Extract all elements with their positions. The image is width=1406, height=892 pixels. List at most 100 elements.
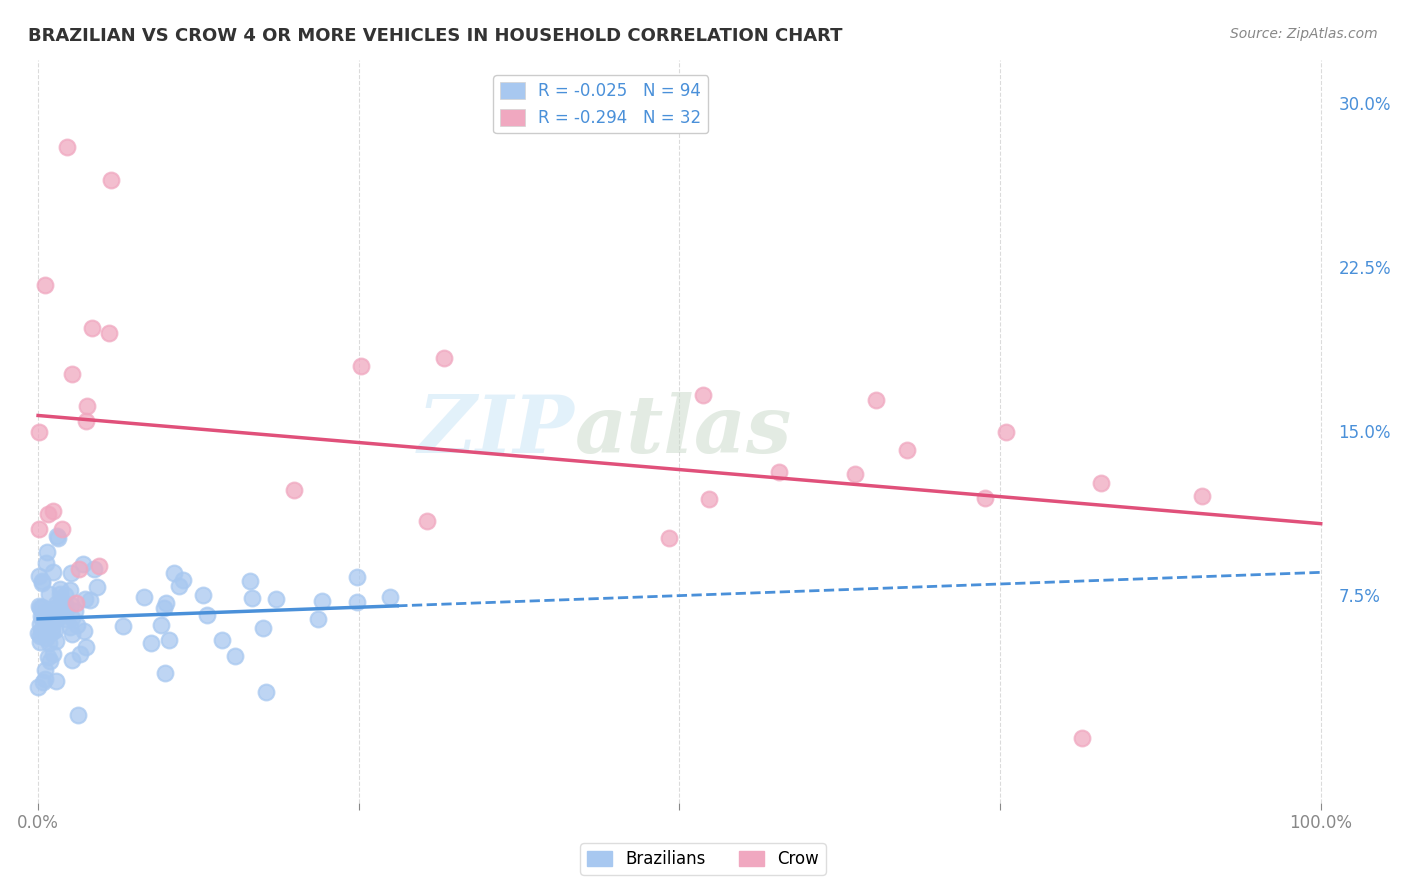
Point	[69, 647, 91, 661]
Point	[31, 612, 53, 626]
Point	[34, 663, 56, 677]
Point	[283, 483, 305, 497]
Point	[239, 574, 262, 588]
Point	[1090, 476, 1112, 491]
Point	[60, 611, 83, 625]
Point	[896, 443, 918, 458]
Point	[46, 531, 69, 545]
Text: atlas: atlas	[575, 392, 792, 470]
Point	[48, 582, 70, 596]
Point	[307, 612, 329, 626]
Point	[28, 634, 51, 648]
Point	[240, 591, 263, 606]
Point	[73, 624, 96, 639]
Point	[42, 565, 65, 579]
Point	[30, 629, 52, 643]
Point	[45, 600, 67, 615]
Point	[150, 618, 173, 632]
Text: ZIP: ZIP	[418, 392, 575, 470]
Point	[60, 653, 83, 667]
Point	[60, 566, 83, 580]
Point	[163, 566, 186, 580]
Point	[62, 367, 84, 381]
Point	[83, 562, 105, 576]
Point	[59, 599, 82, 613]
Point	[658, 531, 681, 545]
Point	[264, 591, 287, 606]
Point	[28, 617, 51, 632]
Point	[252, 621, 274, 635]
Point	[41, 621, 63, 635]
Point	[46, 611, 69, 625]
Point	[44, 623, 66, 637]
Point	[51, 521, 73, 535]
Point	[28, 425, 51, 440]
Point	[195, 607, 218, 622]
Point	[100, 173, 122, 187]
Point	[38, 654, 60, 668]
Point	[34, 278, 56, 293]
Point	[433, 351, 456, 366]
Point	[31, 574, 53, 588]
Point	[37, 508, 59, 522]
Point	[75, 640, 97, 654]
Point	[55, 140, 77, 154]
Point	[34, 631, 56, 645]
Point	[30, 608, 52, 623]
Point	[37, 545, 59, 559]
Point	[844, 467, 866, 481]
Point	[52, 606, 75, 620]
Point	[38, 587, 60, 601]
Point	[67, 562, 90, 576]
Point	[58, 620, 80, 634]
Point	[157, 633, 180, 648]
Point	[53, 597, 76, 611]
Point	[35, 619, 58, 633]
Point	[346, 595, 368, 609]
Point	[98, 326, 121, 340]
Point	[254, 685, 277, 699]
Point	[66, 617, 89, 632]
Point	[65, 604, 87, 618]
Point	[35, 556, 58, 570]
Point	[1070, 731, 1092, 745]
Point	[75, 591, 97, 606]
Point	[37, 650, 59, 665]
Point	[34, 605, 56, 619]
Point	[378, 590, 401, 604]
Point	[28, 569, 51, 583]
Legend: R = -0.025   N = 94, R = -0.294   N = 32: R = -0.025 N = 94, R = -0.294 N = 32	[494, 75, 709, 134]
Point	[1191, 489, 1213, 503]
Point	[30, 623, 52, 637]
Point	[41, 625, 63, 640]
Point	[28, 599, 51, 613]
Point	[45, 673, 67, 688]
Point	[27, 680, 49, 694]
Point	[111, 619, 134, 633]
Point	[692, 388, 714, 402]
Text: Source: ZipAtlas.com: Source: ZipAtlas.com	[1230, 27, 1378, 41]
Point	[346, 570, 368, 584]
Point	[82, 320, 104, 334]
Point	[65, 596, 87, 610]
Point	[172, 573, 194, 587]
Point	[224, 648, 246, 663]
Point	[974, 491, 997, 505]
Point	[75, 414, 97, 428]
Point	[32, 625, 55, 640]
Point	[86, 580, 108, 594]
Point	[865, 393, 887, 408]
Point	[768, 465, 790, 479]
Point	[697, 492, 720, 507]
Point	[60, 626, 83, 640]
Point	[42, 615, 65, 629]
Point	[416, 514, 439, 528]
Point	[46, 529, 69, 543]
Point	[153, 665, 176, 680]
Point	[76, 399, 98, 413]
Point	[45, 634, 67, 648]
Point	[311, 593, 333, 607]
Point	[51, 594, 73, 608]
Point	[134, 590, 156, 604]
Point	[72, 557, 94, 571]
